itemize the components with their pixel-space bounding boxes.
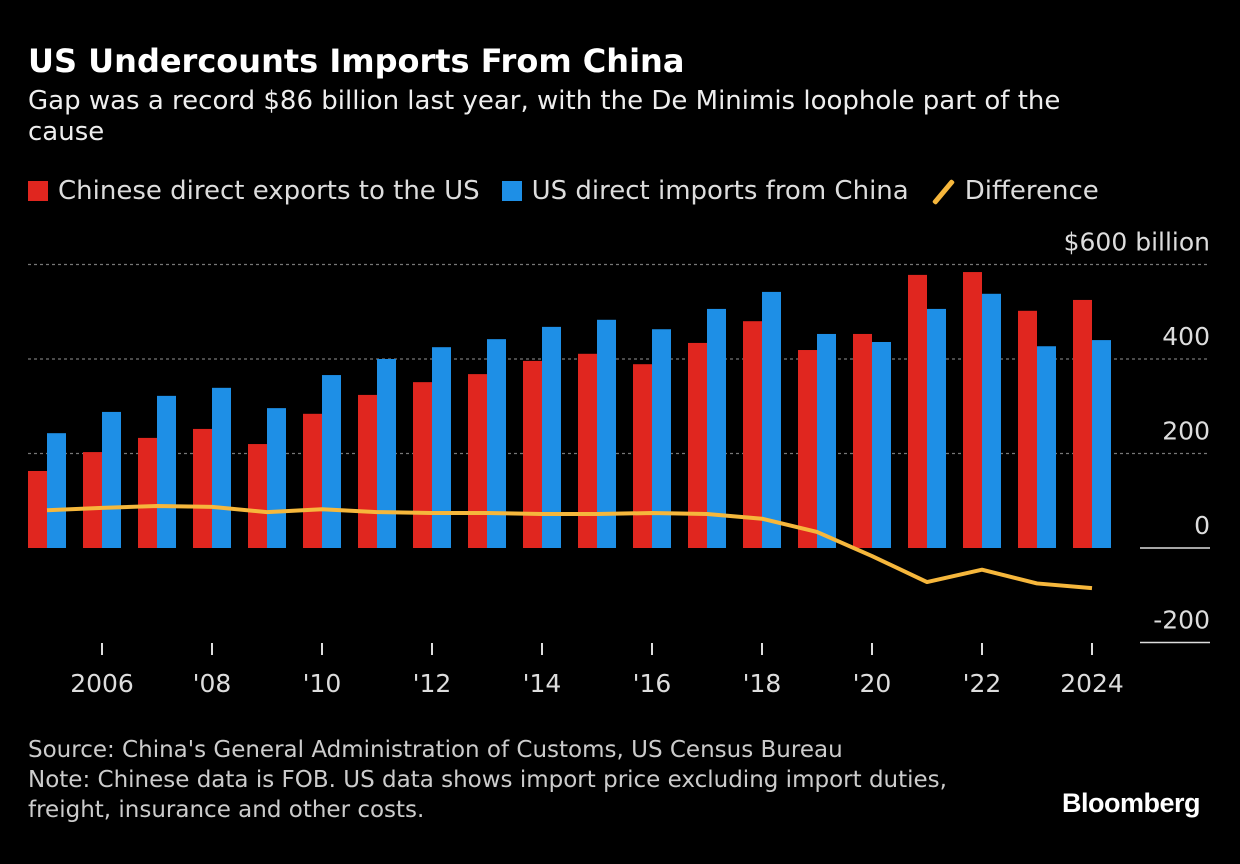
bar-imports (762, 291, 781, 548)
bar-imports (707, 308, 726, 548)
bar-imports (872, 341, 891, 548)
y-tick-label: 400 (1162, 322, 1210, 351)
legend-item-difference: Difference (931, 176, 1099, 206)
y-tick-label: $600 billion (1064, 228, 1210, 257)
bar-exports (193, 428, 212, 548)
x-tick-label: 2024 (1060, 669, 1124, 698)
bar-exports (303, 413, 322, 548)
bar-imports (597, 319, 616, 548)
bar-exports (688, 342, 707, 548)
bar-imports (267, 408, 286, 548)
bar-exports (138, 437, 157, 548)
legend-item-imports: US direct imports from China (501, 176, 909, 206)
bar-exports (963, 272, 982, 548)
y-tick-label: 0 (1194, 511, 1210, 540)
x-tick-label: '20 (853, 669, 892, 698)
bar-exports (853, 333, 872, 548)
bar-exports (798, 350, 817, 548)
legend-label: Chinese direct exports to the US (58, 176, 480, 206)
bar-exports (578, 353, 597, 548)
bar-exports (28, 470, 47, 548)
bar-imports (652, 329, 671, 548)
bar-imports (927, 308, 946, 548)
footnote: Source: China's General Administration o… (28, 735, 948, 825)
bar-imports (157, 395, 176, 548)
x-tick-label: '12 (413, 669, 452, 698)
note-text: Note: Chinese data is FOB. US data shows… (28, 767, 947, 823)
legend-swatch (28, 181, 48, 201)
bar-imports (102, 411, 121, 548)
bar-exports (1018, 310, 1037, 548)
bar-imports (432, 347, 451, 548)
legend-swatch (501, 181, 522, 201)
chart-title: US Undercounts Imports From China (28, 42, 685, 80)
x-tick-label: '16 (633, 669, 672, 698)
bar-imports (1037, 346, 1056, 548)
difference-line (46, 503, 1093, 591)
bar-imports (982, 293, 1001, 548)
bar-imports (1092, 340, 1111, 548)
bloomberg-logo: Bloomberg (1061, 788, 1201, 818)
bar-exports (908, 274, 927, 548)
bar-exports (248, 444, 267, 548)
x-tick-label: '14 (523, 669, 562, 698)
legend-item-exports: Chinese direct exports to the US (28, 176, 480, 206)
bar-exports (358, 394, 377, 548)
y-tick-label: -200 (1153, 606, 1210, 635)
x-tick-label: '22 (963, 669, 1002, 698)
source-text: Source: China's General Administration o… (28, 737, 843, 763)
bar-exports (1073, 299, 1092, 548)
bar-imports (212, 387, 231, 548)
x-tick-label: 2006 (70, 669, 134, 698)
bar-imports (377, 359, 396, 548)
legend-label: US direct imports from China (531, 176, 909, 206)
bar-exports (413, 382, 432, 548)
bar-exports (633, 364, 652, 548)
y-tick-label: 200 (1162, 417, 1210, 446)
chart-subtitle: Gap was a record $86 billion last year, … (28, 86, 1061, 147)
bar-exports (523, 360, 542, 548)
bar-imports (487, 339, 506, 548)
bar-imports (817, 333, 836, 548)
x-tick-label: '10 (303, 669, 342, 698)
bar-exports (743, 321, 762, 548)
bar-imports (542, 326, 561, 548)
bar-imports (322, 375, 341, 548)
legend-label: Difference (964, 176, 1099, 206)
x-tick-label: '18 (743, 669, 782, 698)
legend: Chinese direct exports to the US US dire… (28, 176, 1099, 206)
bar-exports (83, 452, 102, 548)
bar-exports (468, 374, 487, 548)
bar-imports (47, 433, 66, 548)
x-tick-label: '08 (193, 669, 232, 698)
